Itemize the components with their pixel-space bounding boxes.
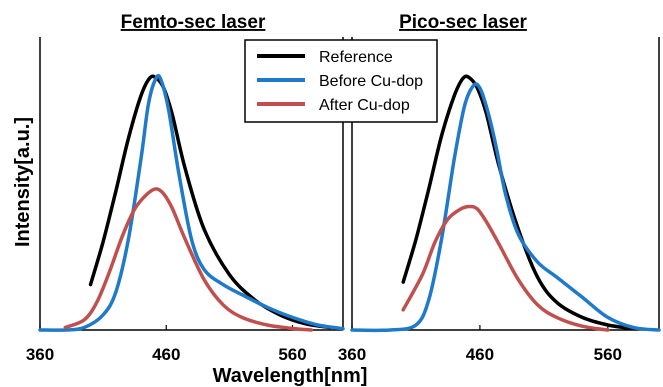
panel-title: Femto-sec laser (121, 12, 266, 33)
x-tick-label: 360 (338, 345, 366, 364)
x-tick-label: 460 (466, 345, 494, 364)
legend-label-reference: Reference (319, 49, 393, 66)
x-tick-label: 460 (152, 345, 180, 364)
x-axis-label: Wavelength[nm] (213, 365, 368, 387)
series-line-after-cu-dop (63, 187, 314, 332)
x-tick-label: 560 (278, 345, 306, 364)
legend-label-before-cu-dop: Before Cu-dop (319, 73, 423, 90)
y-axis-label: Intensity[a.u.] (12, 117, 34, 247)
legend-label-after-cu-dop: After Cu-dop (319, 97, 410, 114)
panel-femto-sec-laser: Femto-sec laser 360 460 560 (26, 12, 345, 364)
legend: Reference Before Cu-dop After Cu-dop (244, 39, 438, 123)
series-line-before-cu-dop (350, 82, 661, 333)
series-line-before-cu-dop (38, 73, 345, 332)
series-line-reference (401, 74, 636, 331)
panel-pico-sec-laser: Pico-sec laser 360 460 560 (338, 12, 661, 364)
panel-title: Pico-sec laser (399, 12, 527, 33)
chart-panels: Femto-sec laser 360 460 560 Pico-sec laser 36… (26, 12, 661, 364)
x-tick-label: 560 (594, 345, 622, 364)
x-tick-label: 360 (26, 345, 54, 364)
series-line-after-cu-dop (401, 204, 610, 332)
y-axis-label-group: Intensity[a.u.] (12, 117, 34, 247)
